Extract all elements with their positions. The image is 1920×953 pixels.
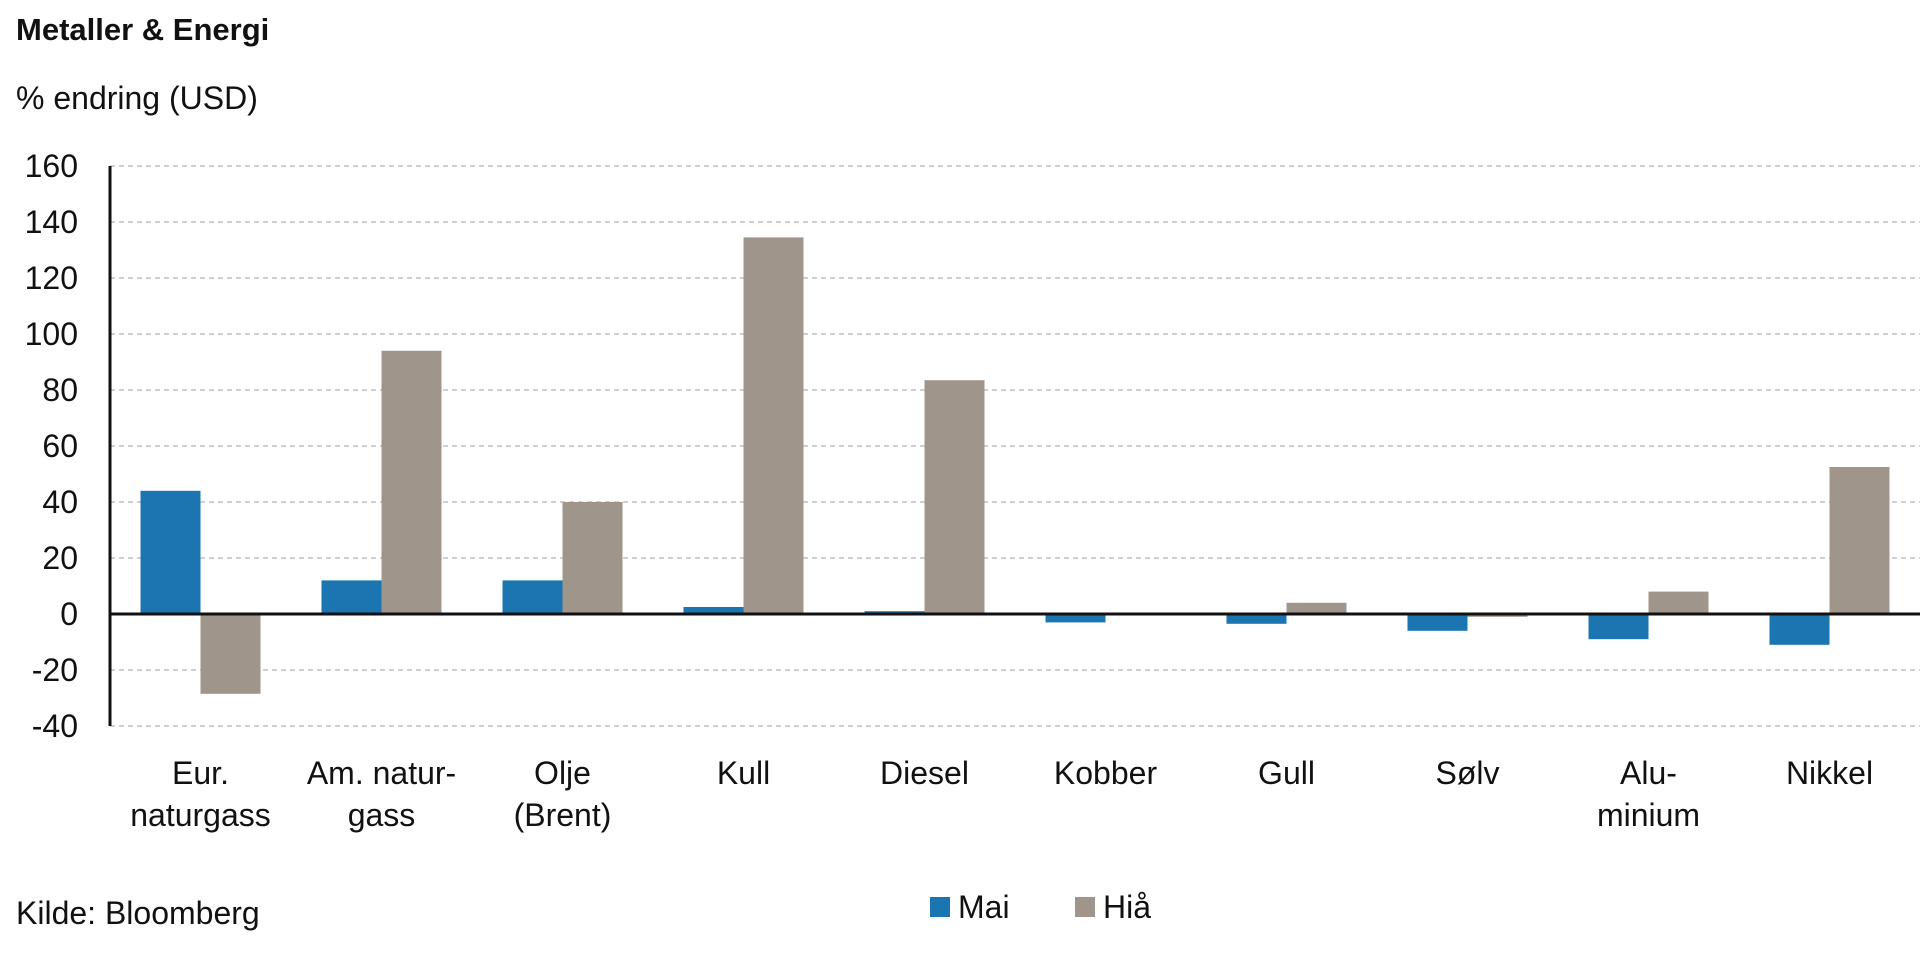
- category-label: Diesel: [880, 755, 969, 791]
- chart-title: Metaller & Energi: [16, 12, 270, 47]
- bar-hiå: [1829, 467, 1890, 614]
- category-label: naturgass: [130, 797, 271, 833]
- y-tick-label: 0: [60, 596, 78, 632]
- category-label: Kobber: [1054, 755, 1158, 791]
- bars: [140, 237, 1890, 694]
- y-tick-label: 140: [25, 204, 78, 240]
- category-label: Kull: [717, 755, 770, 791]
- y-axis-label: % endring (USD): [16, 80, 258, 116]
- bar-mai: [140, 490, 201, 614]
- bar-hiå: [562, 502, 623, 614]
- y-tick-label: 100: [25, 316, 78, 352]
- bar-hiå: [200, 614, 261, 694]
- bar-mai: [1407, 614, 1468, 631]
- bar-hiå: [381, 350, 442, 614]
- bar-hiå: [743, 237, 804, 614]
- category-label: Nikkel: [1786, 755, 1873, 791]
- category-label: Eur.: [172, 755, 229, 791]
- legend-swatch: [1075, 897, 1095, 917]
- axes: [108, 166, 1920, 726]
- bar-mai: [321, 580, 382, 614]
- y-tick-label: 20: [42, 540, 78, 576]
- legend-label: Hiå: [1103, 889, 1151, 925]
- y-tick-label: 60: [42, 428, 78, 464]
- category-label: Am. natur-: [307, 755, 456, 791]
- category-label: Alu-: [1620, 755, 1677, 791]
- y-tick-label: 80: [42, 372, 78, 408]
- legend-label: Mai: [958, 889, 1010, 925]
- bar-mai: [502, 580, 563, 614]
- y-tick-label: 160: [25, 148, 78, 184]
- category-label: Gull: [1258, 755, 1315, 791]
- y-tick-label: -20: [32, 652, 78, 688]
- bar-mai: [1588, 614, 1649, 640]
- category-label: Sølv: [1436, 755, 1500, 791]
- bar-mai: [1769, 614, 1830, 645]
- y-tick-label: 120: [25, 260, 78, 296]
- bar-mai: [1226, 614, 1287, 624]
- y-tick-labels: 160 140 120 100 80 60 40 20 0 -20 -40: [25, 148, 78, 744]
- source-note: Kilde: Bloomberg: [16, 895, 260, 931]
- bar-mai: [683, 607, 744, 614]
- category-label: (Brent): [514, 797, 612, 833]
- category-label: gass: [348, 797, 416, 833]
- y-tick-label: -40: [32, 708, 78, 744]
- category-label: Olje: [534, 755, 591, 791]
- category-labels: Eur. naturgass Am. natur-gass Olje (Brent) Ku…: [130, 755, 1873, 833]
- legend-swatch: [930, 897, 950, 917]
- bar-hiå: [924, 380, 985, 614]
- y-tick-label: 40: [42, 484, 78, 520]
- category-label: minium: [1597, 797, 1700, 833]
- bar-hiå: [1286, 602, 1347, 614]
- bar-mai: [1045, 614, 1106, 623]
- legend: Mai Hiå: [930, 889, 1151, 925]
- bar-hiå: [1648, 591, 1709, 614]
